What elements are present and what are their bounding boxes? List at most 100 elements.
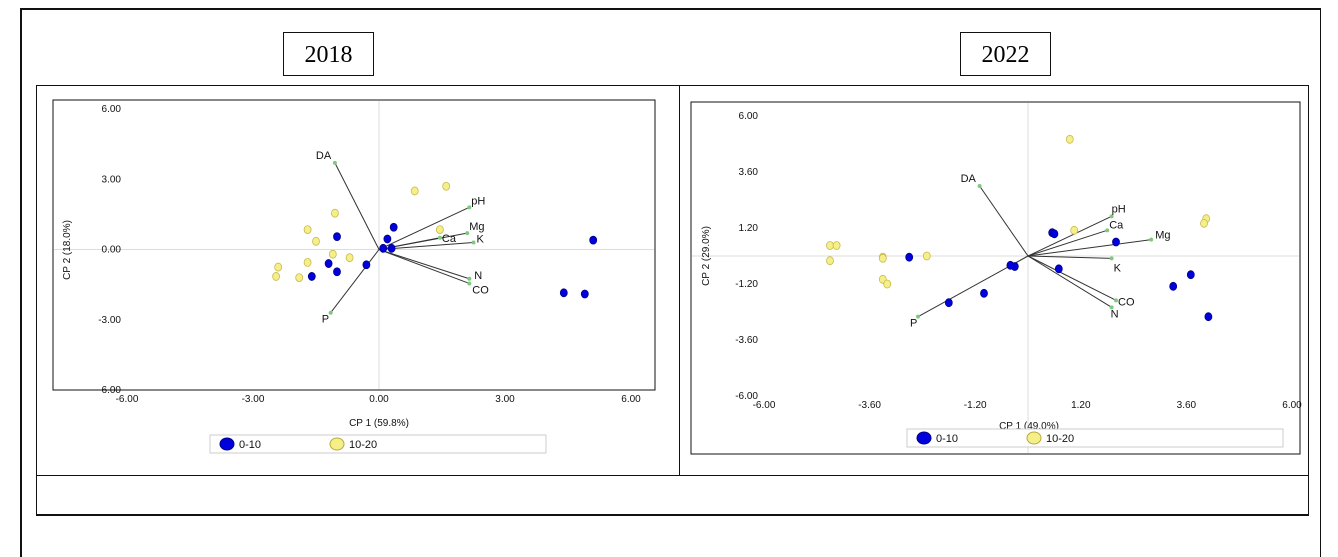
vector-label-k: K [477, 233, 485, 245]
data-point-0-10 [383, 234, 392, 244]
x-tick-label: 1.20 [1071, 400, 1091, 411]
data-point-0-10 [379, 243, 388, 253]
data-point-10-20 [274, 262, 283, 272]
loading-vector-co [1027, 255, 1117, 301]
x-tick-label: 3.00 [495, 394, 515, 405]
vector-tip-co [1114, 298, 1118, 303]
y-tick-label: 6.00 [102, 104, 122, 115]
vector-label-n: N [474, 270, 482, 282]
vector-label-ph: pH [471, 195, 485, 207]
vector-label-co: CO [1118, 296, 1135, 308]
data-point-10-20 [922, 251, 931, 261]
data-point-0-10 [387, 243, 396, 253]
loading-vector-n [1027, 255, 1112, 308]
data-point-10-20 [435, 225, 444, 234]
legend-label-10-20: 10-20 [1046, 433, 1074, 445]
loading-vector-ph [1027, 215, 1112, 257]
loading-vector-mg [1027, 239, 1152, 257]
data-point-0-10 [307, 272, 316, 281]
data-point-10-20 [1070, 225, 1079, 235]
vector-label-ca: Ca [442, 233, 457, 245]
data-point-0-10 [944, 298, 953, 308]
loading-vector-da [334, 162, 380, 250]
data-point-0-10 [1010, 262, 1019, 271]
plot-frame [52, 99, 656, 391]
vector-label-mg: Mg [1155, 230, 1170, 242]
data-point-10-20 [826, 241, 834, 250]
y-tick-label: 6.00 [739, 111, 759, 122]
x-tick-label: 6.00 [1282, 400, 1302, 411]
x-tick-label: -3.00 [242, 394, 265, 405]
vector-tip-k [1109, 256, 1114, 261]
data-point-10-20 [312, 236, 320, 246]
y-axis-label: CP 2 (18.0%) [62, 220, 73, 280]
data-point-0-10 [362, 260, 371, 270]
vector-tip-da [977, 184, 982, 188]
legend-marker-10-20 [329, 437, 345, 451]
vector-tip-ph [467, 205, 472, 210]
vector-tip-da [332, 160, 337, 165]
data-point-0-10 [1186, 270, 1195, 280]
data-point-10-20 [1200, 218, 1208, 228]
vector-label-co: CO [472, 284, 489, 296]
data-point-0-10 [1169, 281, 1178, 291]
vector-tip-ca [1105, 228, 1110, 233]
vector-tip-n [467, 276, 472, 281]
data-point-10-20 [826, 256, 834, 266]
x-tick-label: 6.00 [621, 394, 641, 405]
data-point-10-20 [410, 186, 419, 196]
figure-table [36, 85, 1309, 476]
vector-label-k: K [1114, 262, 1122, 274]
y-tick-label: -6.00 [98, 385, 121, 396]
pca-biplot-2018: 6.00 3.00 0.00 -3.00 -6.00-6.00 -3.00 0.00 3.00… [52, 99, 656, 454]
pca-biplot-2022: 6.00 3.60 1.20 -1.20 -3.60 -6.00-6.00 -3.60 -1.… [690, 101, 1302, 455]
data-point-10-20 [1065, 134, 1074, 144]
x-tick-label: 0.00 [369, 394, 389, 405]
year-label-2022: 2022 [960, 32, 1051, 76]
vector-tip-n [1109, 305, 1114, 310]
data-point-10-20 [832, 241, 841, 250]
data-point-0-10 [333, 232, 341, 242]
y-tick-label: -1.20 [735, 279, 758, 290]
y-tick-label: 3.00 [102, 174, 122, 185]
data-point-10-20 [272, 272, 281, 281]
data-point-10-20 [303, 225, 312, 234]
plot-frame [690, 101, 1301, 455]
x-axis-label: CP 1 (59.8%) [349, 418, 409, 429]
data-point-10-20 [442, 181, 451, 191]
legend-marker-10-20 [1026, 431, 1042, 445]
legend-label-10-20: 10-20 [349, 439, 377, 451]
loading-vector-k [1027, 255, 1112, 259]
legend-marker-0-10 [219, 437, 235, 451]
x-tick-label: -6.00 [116, 394, 139, 405]
loading-vector-ph [378, 206, 470, 250]
vector-label-da: DA [316, 150, 332, 162]
data-point-0-10 [980, 288, 988, 298]
data-point-10-20 [295, 273, 304, 283]
y-tick-label: -3.60 [735, 335, 758, 346]
data-point-0-10 [333, 267, 341, 277]
data-point-0-10 [1112, 237, 1120, 247]
x-tick-label: -3.60 [858, 400, 881, 411]
data-point-0-10 [1204, 312, 1213, 322]
legend-label-0-10: 0-10 [936, 433, 958, 445]
data-point-10-20 [330, 208, 339, 218]
outer-frame-right [1320, 8, 1321, 557]
x-tick-label: -6.00 [753, 400, 776, 411]
x-tick-label: 3.60 [1177, 400, 1197, 411]
vector-label-p: P [910, 318, 917, 330]
vector-tip-k [471, 240, 476, 245]
data-point-10-20 [878, 253, 887, 263]
vector-tip-mg [1149, 237, 1154, 242]
vector-tip-p [916, 314, 920, 319]
loading-vector-n [378, 249, 470, 280]
vector-tip-co [467, 281, 472, 286]
data-point-0-10 [905, 252, 914, 262]
y-tick-label: 3.60 [739, 167, 759, 178]
data-point-0-10 [1050, 229, 1059, 239]
legend-box [906, 428, 1284, 448]
data-point-0-10 [559, 288, 568, 298]
data-point-10-20 [883, 279, 892, 289]
vector-label-n: N [1111, 308, 1119, 320]
year-label-2018: 2018 [283, 32, 374, 76]
